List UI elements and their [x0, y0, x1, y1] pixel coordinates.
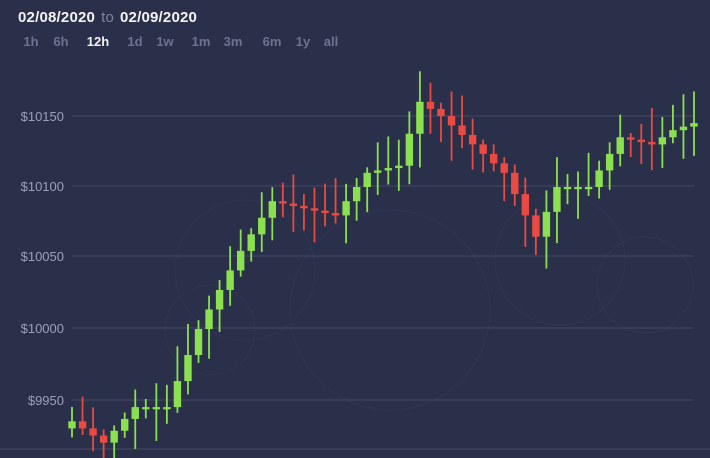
svg-text:$10000: $10000 [21, 321, 64, 336]
svg-text:$9950: $9950 [28, 393, 64, 408]
svg-text:$10050: $10050 [21, 249, 64, 264]
svg-text:$10100: $10100 [21, 179, 64, 194]
svg-text:$10150: $10150 [21, 109, 64, 124]
